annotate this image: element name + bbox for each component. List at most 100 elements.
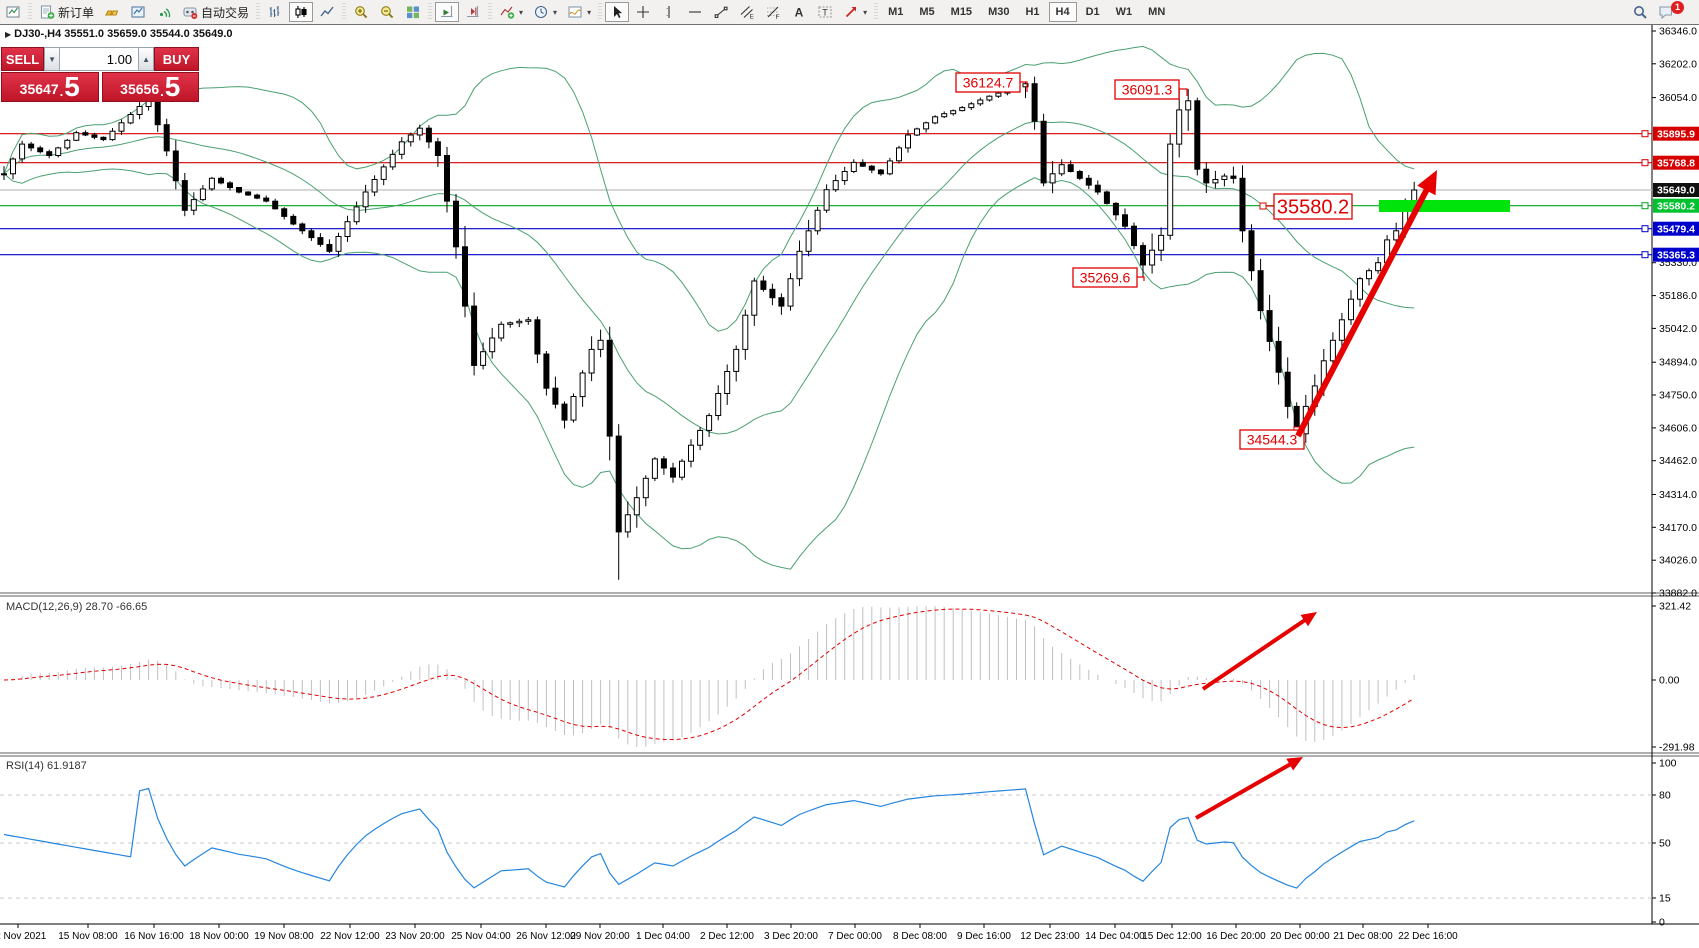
price-annotations[interactable]: 36124.7 36091.3 35580.2 35269.6 34544.3 [955, 72, 1353, 450]
auto-trading-button[interactable]: 自动交易 [178, 2, 253, 22]
svg-text:2 Dec 12:00: 2 Dec 12:00 [700, 931, 754, 942]
window-icon[interactable] [1, 2, 25, 22]
tiles-icon [405, 4, 421, 20]
notifications-button[interactable]: 1 [1654, 0, 1694, 22]
templates-button[interactable]: ▾ [563, 2, 595, 22]
tile-windows-button[interactable] [401, 2, 425, 22]
horizontal-line-tool-button[interactable] [683, 2, 707, 22]
indicators-button[interactable]: ▾ [495, 2, 527, 22]
auto-trading-button-label: 自动交易 [201, 5, 250, 20]
rsi-line [3, 787, 1415, 889]
candlestick-chart-button[interactable] [289, 2, 314, 22]
svg-text:15: 15 [1659, 893, 1671, 905]
fibo-icon: F [765, 4, 781, 20]
vertical-line-tool-button[interactable] [657, 2, 681, 22]
line-chart-button[interactable] [315, 2, 339, 22]
toolbar-right-group: 1 [1627, 0, 1695, 24]
buy-button[interactable]: BUY [154, 47, 199, 71]
buy-price-button[interactable]: 35656. 5 [101, 72, 199, 102]
arrowsym-icon [843, 4, 859, 20]
trend-arrows[interactable] [1195, 170, 1437, 820]
candles [1, 76, 1418, 580]
svg-text:14 Dec 04:00: 14 Dec 04:00 [1085, 931, 1145, 942]
price-axis[interactable]: 36346.036202.036054.035330.035186.035042… [1651, 25, 1697, 929]
auto-scroll-button[interactable] [435, 2, 460, 22]
timeframe-m30-button[interactable]: M30 [981, 2, 1016, 22]
search-button[interactable] [1628, 2, 1652, 22]
chart-shift-button[interactable] [461, 2, 485, 22]
svg-text:16 Dec 20:00: 16 Dec 20:00 [1206, 931, 1266, 942]
svg-text:34894.0: 34894.0 [1659, 357, 1697, 369]
timeframe-h1-button[interactable]: H1 [1018, 2, 1046, 22]
svg-text:23 Nov 20:00: 23 Nov 20:00 [385, 931, 445, 942]
arrows-tool-button[interactable]: ▾ [839, 2, 871, 22]
new-order-button[interactable]: 新订单 [35, 2, 98, 22]
time-axis[interactable]: 12 Nov 2021 15 Nov 08:00 16 Nov 16:00 18 No… [0, 923, 1699, 942]
cursor-tool-button[interactable] [605, 2, 630, 22]
gold-icon [104, 4, 120, 20]
trendline-tool-button[interactable] [709, 2, 733, 22]
volume-decrease-button[interactable]: ▼ [44, 47, 61, 71]
timeframe-m5-button[interactable]: M5 [912, 2, 941, 22]
mini-chart-icon [130, 4, 146, 20]
zoom-out-button[interactable] [375, 2, 399, 22]
svg-text:1 Dec 04:00: 1 Dec 04:00 [636, 931, 690, 942]
svg-text:36091.3: 36091.3 [1122, 82, 1173, 98]
periods-icon [533, 4, 549, 20]
toolbar-separator [428, 3, 433, 21]
equidistant-channel-tool-button[interactable]: E [735, 2, 759, 22]
open-chart-button[interactable] [126, 2, 150, 22]
search-icon [1632, 4, 1648, 20]
new-order-button-label: 新订单 [58, 5, 95, 20]
timeframe-m1-button[interactable]: M1 [881, 2, 910, 22]
sell-button[interactable]: SELL [1, 47, 45, 71]
macd-label: MACD(12,26,9) 28.70 -66.65 [6, 601, 148, 613]
text-label-tool-button[interactable]: T [813, 2, 837, 22]
signals-button[interactable] [152, 2, 176, 22]
svg-text:9 Dec 16:00: 9 Dec 16:00 [957, 931, 1011, 942]
vline-icon [661, 4, 677, 20]
svg-text:34026.0: 34026.0 [1659, 555, 1697, 567]
gold-symbol-button[interactable] [100, 2, 124, 22]
svg-text:50: 50 [1659, 838, 1671, 850]
price-hlines[interactable] [0, 130, 1652, 259]
one-click-trading-panel: SELL ▼ ▲ BUY 35647.5 35656.5 [1, 47, 199, 102]
svg-text:34750.0: 34750.0 [1659, 390, 1697, 402]
templates-icon [567, 4, 583, 20]
svg-text:36202.0: 36202.0 [1659, 58, 1697, 70]
svg-text:35580.2: 35580.2 [1277, 197, 1349, 219]
volume-input[interactable] [60, 47, 139, 71]
crosshair-tool-button[interactable] [631, 2, 655, 22]
channel-icon: E [739, 4, 755, 20]
timeframe-mn-button[interactable]: MN [1141, 2, 1172, 22]
svg-text:15 Nov 08:00: 15 Nov 08:00 [58, 931, 118, 942]
svg-text:35895.9: 35895.9 [1657, 128, 1695, 140]
svg-text:100: 100 [1659, 758, 1677, 770]
buy-price-sep: . [160, 84, 164, 99]
zoom-in-button[interactable] [349, 2, 373, 22]
chevron-down-icon: ▾ [553, 7, 558, 17]
text-tool-button[interactable]: A [787, 2, 811, 22]
timeframe-w1-button[interactable]: W1 [1109, 2, 1140, 22]
timeframe-d1-button[interactable]: D1 [1079, 2, 1107, 22]
price-axis-tags: 35895.9 35768.8 35649.0 35580.2 35479.4 35365… [1653, 126, 1699, 262]
support-highlight-bar[interactable] [1379, 200, 1510, 212]
sell-price-button[interactable]: 35647. 5 [1, 72, 99, 102]
pane-separators[interactable] [0, 592, 1699, 757]
periods-button[interactable]: ▾ [529, 2, 561, 22]
svg-text:T: T [822, 8, 828, 18]
sell-price-sep: . [59, 84, 64, 99]
crosshair-icon [635, 4, 651, 20]
timeframe-h4-button[interactable]: H4 [1048, 2, 1077, 22]
svg-text:22 Dec 16:00: 22 Dec 16:00 [1398, 931, 1458, 942]
svg-text:F: F [776, 14, 780, 20]
textT-icon: T [817, 4, 833, 20]
volume-increase-button[interactable]: ▲ [138, 47, 155, 71]
fibonacci-tool-button[interactable]: F [761, 2, 785, 22]
timeframe-m15-button[interactable]: M15 [944, 2, 979, 22]
svg-text:12 Nov 2021: 12 Nov 2021 [0, 931, 47, 942]
svg-text:-291.98: -291.98 [1659, 742, 1695, 754]
bar-chart-button[interactable] [263, 2, 287, 22]
